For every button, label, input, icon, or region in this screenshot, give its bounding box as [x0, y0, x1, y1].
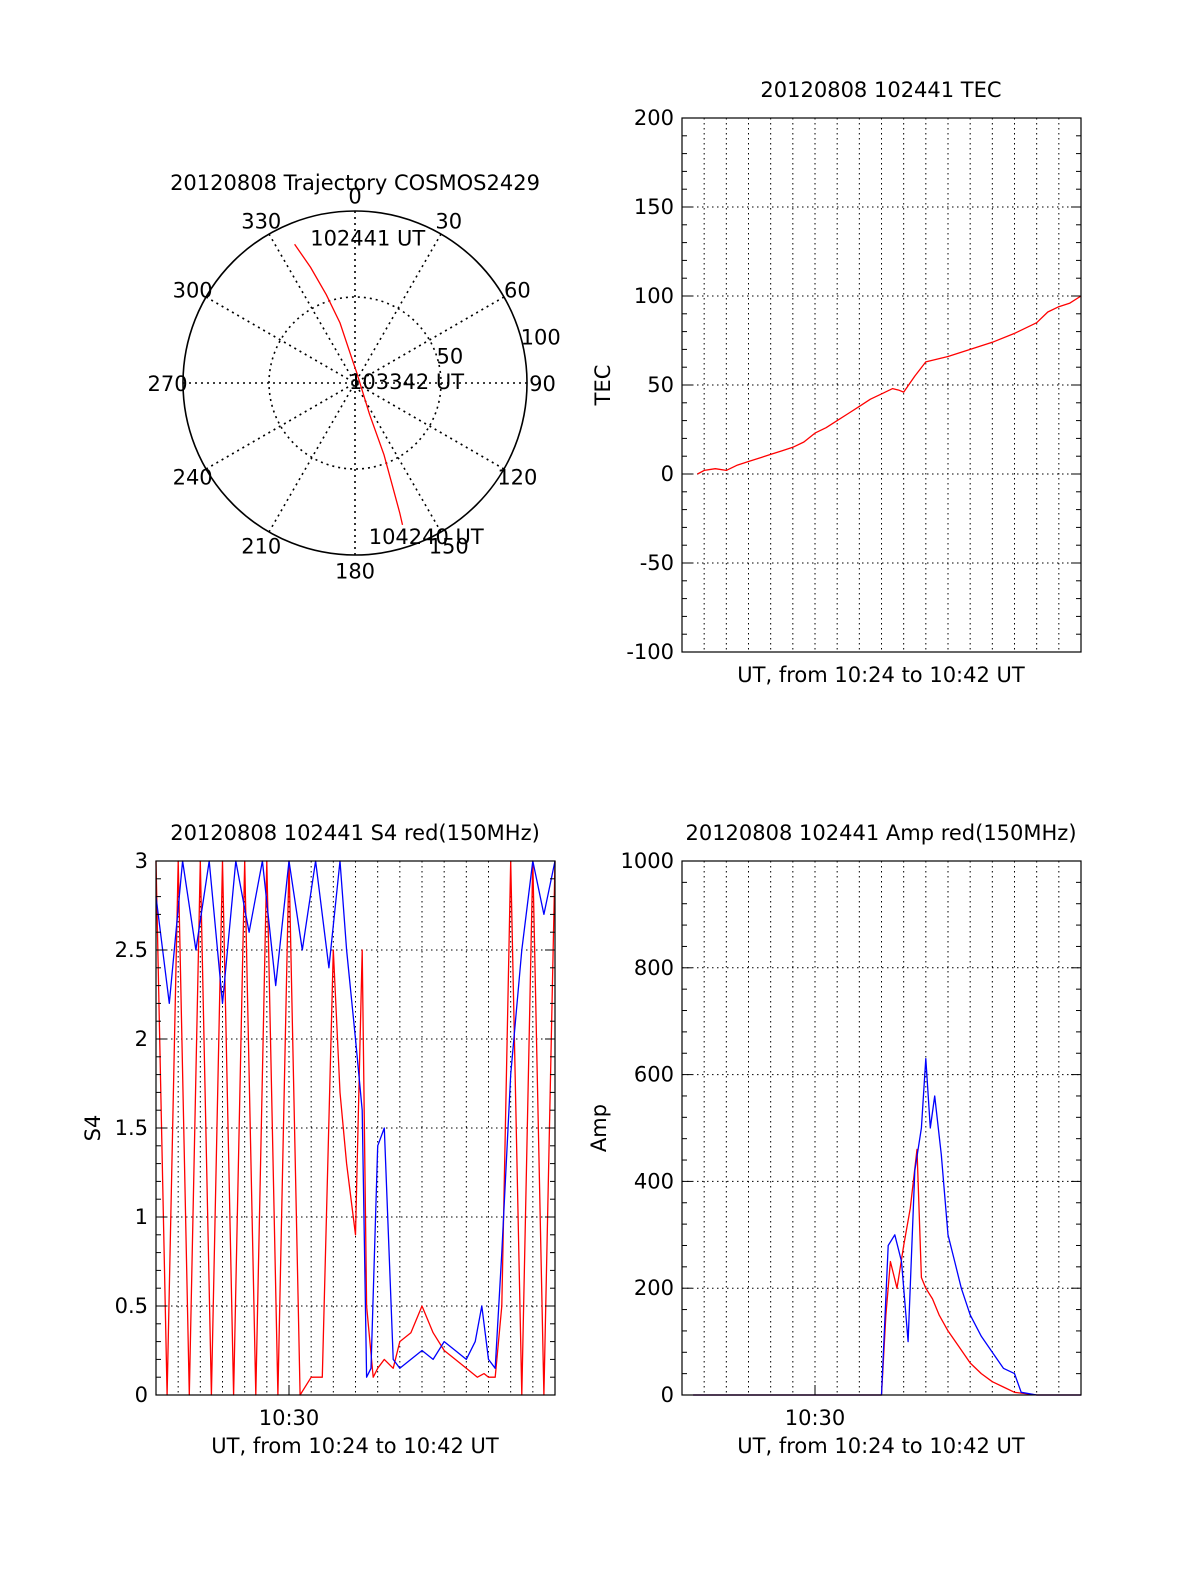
blue-series-line: [693, 1057, 1081, 1396]
s4-xlabel: UT, from 10:24 to 10:42 UT: [211, 1434, 499, 1458]
trajectory-line: [294, 243, 404, 526]
y-tick-label: 150: [634, 195, 674, 219]
tec-title: 20120808 102441 TEC: [760, 78, 1001, 102]
polar-radius-label: 100: [521, 325, 561, 349]
amp-chart: 20120808 102441 Amp red(150MHz) 0 200 400 6…: [587, 821, 1082, 1458]
polar-azimuth-label: 60: [504, 278, 531, 302]
y-tick-label: 1: [135, 1205, 148, 1229]
polar-azimuth-labels: 0 30 60 90 120 150 180 210 240 270 300 330: [147, 185, 555, 584]
amp-plot-frame: [681, 860, 1082, 1396]
y-tick-label: 400: [634, 1169, 674, 1193]
amp-ticks: 0 200 400 600 800 1000 10:30: [621, 849, 1081, 1430]
trajectory-annotations: 102441 UT 103342 UT 104240 UT: [310, 226, 484, 548]
y-tick-label: 2.5: [115, 938, 148, 962]
trajectory-series: [294, 243, 404, 526]
polar-radius-labels: 50 100: [436, 325, 560, 368]
polar-azimuth-label: 150: [429, 534, 469, 558]
y-tick-label: 600: [634, 1063, 674, 1087]
amp-ylabel: Amp: [587, 1104, 611, 1152]
trajectory-time-label: 102441 UT: [310, 226, 425, 250]
y-tick-label: 1.5: [115, 1116, 148, 1140]
s4-ylabel: S4: [81, 1115, 105, 1142]
polar-azimuth-label: 330: [241, 210, 281, 234]
y-tick-label: 200: [634, 1276, 674, 1300]
polar-azimuth-label: 210: [241, 534, 281, 558]
polar-azimuth-label: 0: [348, 185, 361, 209]
x-tick-label: 10:30: [785, 1406, 846, 1430]
amp-xlabel: UT, from 10:24 to 10:42 UT: [737, 1434, 1025, 1458]
y-tick-label: -100: [626, 640, 674, 664]
polar-azimuth-label: 120: [497, 466, 537, 490]
trajectory-time-label: 104240 UT: [369, 525, 484, 549]
y-tick-label: 3: [135, 849, 148, 873]
y-tick-label: 0: [661, 1383, 674, 1407]
polar-azimuth-label: 300: [173, 278, 213, 302]
tec-series: [697, 295, 1082, 475]
y-tick-label: 1000: [621, 849, 674, 873]
tec-grid: [682, 118, 1081, 652]
trajectory-title: 20120808 Trajectory COSMOS2429: [170, 171, 540, 195]
tec-chart: 20120808 102441 TEC -100-50050100150200 …: [591, 78, 1082, 687]
polar-azimuth-label: 240: [173, 466, 213, 490]
y-tick-label: 0.5: [115, 1294, 148, 1318]
tec-xlabel: UT, from 10:24 to 10:42 UT: [737, 663, 1025, 687]
s4-grid: [156, 861, 555, 1395]
polar-azimuth-label: 90: [529, 372, 556, 396]
amp-grid: [682, 861, 1081, 1395]
trajectory-polar-plot: 20120808 Trajectory COSMOS2429 0 30 60 90 12…: [147, 171, 560, 583]
red-series-line: [697, 295, 1082, 475]
y-tick-label: 800: [634, 956, 674, 980]
tec-ticks: -100 -50 0 50 100 150 200: [626, 106, 1081, 664]
y-tick-label: -50: [640, 551, 674, 575]
tec-ylabel: TEC: [591, 365, 615, 407]
y-tick-label: 0: [661, 462, 674, 486]
amp-series: [693, 1057, 1081, 1396]
polar-radius-label: 50: [436, 345, 463, 369]
y-tick-label: 50: [647, 373, 674, 397]
polar-azimuth-label: 30: [435, 210, 462, 234]
blue-series-line: [155, 860, 556, 1378]
s4-chart: 20120808 102441 S4 red(150MHz) 0 0.5 1 1.5 2…: [81, 821, 556, 1458]
polar-grid: [182, 210, 528, 556]
trajectory-time-label: 103342 UT: [349, 370, 464, 394]
y-tick-label: 2: [135, 1027, 148, 1051]
polar-azimuth-label: 270: [147, 372, 187, 396]
red-series-line: [693, 1148, 1081, 1396]
y-tick-label: 0: [135, 1383, 148, 1407]
y-tick-label: 200: [634, 106, 674, 130]
amp-title: 20120808 102441 Amp red(150MHz): [685, 821, 1076, 845]
y-tick-label: 100: [634, 284, 674, 308]
x-tick-label: 10:30: [259, 1406, 320, 1430]
polar-azimuth-label: 180: [335, 559, 375, 583]
s4-title: 20120808 102441 S4 red(150MHz): [170, 821, 540, 845]
s4-ticks: 0 0.5 1 1.5 2 2.5 3 10:30: [115, 849, 555, 1430]
